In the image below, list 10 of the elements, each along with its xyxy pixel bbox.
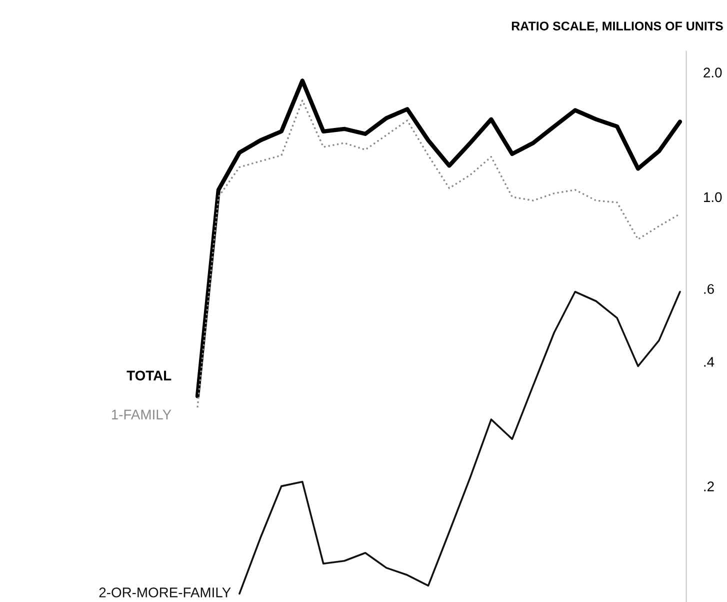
line-series <box>238 290 681 595</box>
chart-title: RATIO SCALE, MILLIONS OF UNITS <box>512 22 723 32</box>
series-label: 1-FAMILY <box>112 410 172 420</box>
y-tick-label: 2.0 <box>704 68 722 78</box>
y-tick-label: .2 <box>704 482 714 492</box>
text: TOTAL <box>126 370 172 380</box>
y-tick-label: .4 <box>704 357 714 367</box>
y-tick-label: .6 <box>704 284 714 294</box>
y-tick-label: 1.0 <box>704 192 722 202</box>
series-label: 2-OR-MORE-FAMILY <box>99 588 231 598</box>
